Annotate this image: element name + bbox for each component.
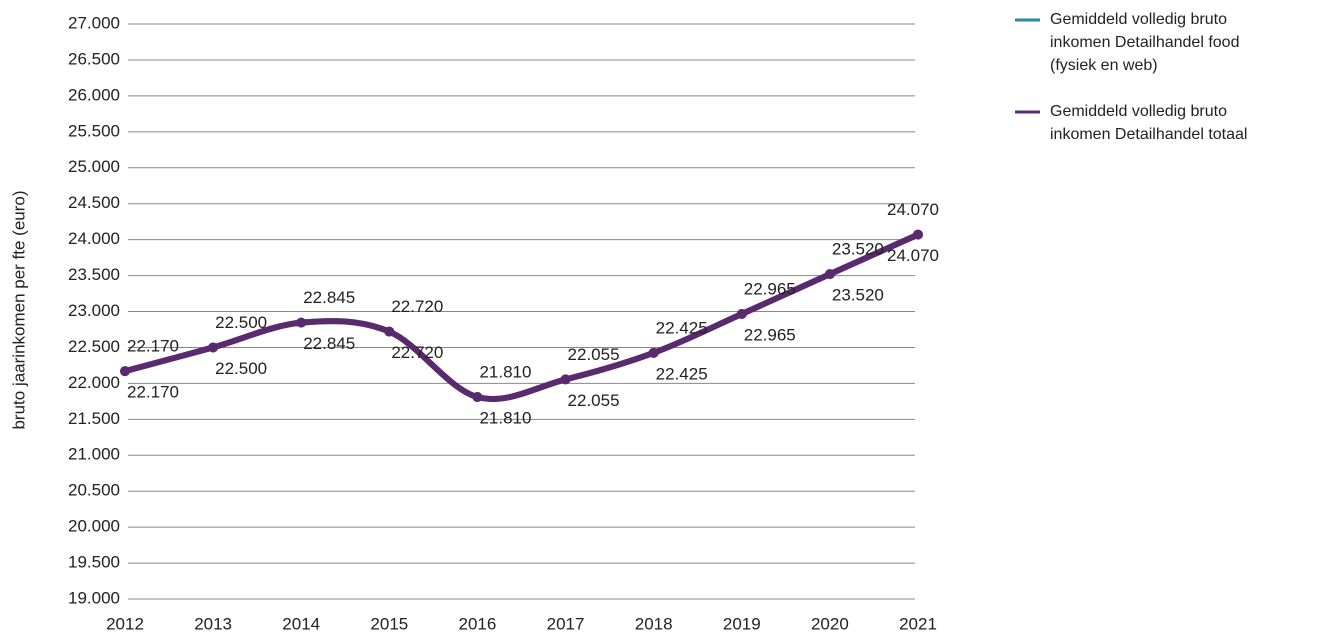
y-tick-label: 26.500 bbox=[68, 49, 120, 68]
point bbox=[472, 392, 483, 403]
y-tick-label: 24.000 bbox=[68, 229, 120, 248]
line bbox=[122, 231, 921, 402]
data-label: 22.425 bbox=[656, 364, 708, 383]
y-tick-label: 22.500 bbox=[68, 337, 120, 356]
x-tick-label: 2018 bbox=[635, 614, 673, 633]
legend-label: Gemiddeld volledig bruto inkomen Detailha… bbox=[1050, 11, 1239, 74]
point bbox=[913, 229, 923, 240]
x-tick-label: 2019 bbox=[723, 614, 761, 633]
y-tick-label: 25.000 bbox=[68, 157, 120, 176]
data-label: 22.500 bbox=[215, 359, 267, 378]
x-tick-label: 2017 bbox=[547, 614, 585, 633]
data-label: 22.170 bbox=[127, 383, 179, 402]
point bbox=[824, 269, 835, 280]
point bbox=[208, 342, 219, 353]
point bbox=[384, 326, 395, 337]
y-tick-label: 22.000 bbox=[68, 373, 120, 392]
x-tick-label: 2015 bbox=[370, 614, 408, 633]
data-label: 22.170 bbox=[127, 337, 179, 356]
y-tick-label: 20.500 bbox=[68, 481, 120, 500]
y-tick-label: 21.000 bbox=[68, 445, 120, 464]
data-label: 21.810 bbox=[479, 363, 531, 382]
data-label: 22.720 bbox=[391, 297, 443, 316]
data-label: 22.965 bbox=[744, 326, 796, 345]
y-tick-label: 21.500 bbox=[68, 409, 120, 428]
x-tick-label: 2012 bbox=[106, 614, 144, 633]
x-tick-label: 2020 bbox=[811, 614, 849, 633]
x-tick-label: 2014 bbox=[282, 614, 320, 633]
y-tick-label: 19.500 bbox=[68, 553, 120, 572]
data-label: 22.055 bbox=[568, 391, 620, 410]
y-tick-label: 27.000 bbox=[68, 13, 120, 32]
data-label: 21.810 bbox=[479, 409, 531, 428]
y-axis-label: bruto jaarinkomen per fte (euro) bbox=[9, 190, 28, 429]
data-label: 22.965 bbox=[744, 280, 796, 299]
x-tick-label: 2016 bbox=[459, 614, 497, 633]
data-label: 23.520 bbox=[832, 286, 884, 305]
y-tick-label: 20.000 bbox=[68, 517, 120, 536]
y-tick-label: 19.000 bbox=[68, 588, 120, 607]
data-label: 23.520 bbox=[832, 240, 884, 259]
data-label: 24.070 bbox=[887, 200, 939, 219]
legend: Gemiddeld volledig bruto inkomen Detailha… bbox=[1015, 11, 1247, 143]
point bbox=[120, 366, 130, 377]
y-tick-label: 23.000 bbox=[68, 301, 120, 320]
data-label: 24.070 bbox=[887, 246, 939, 265]
y-tick-label: 26.000 bbox=[68, 85, 120, 104]
point bbox=[560, 374, 571, 385]
y-tick-label: 25.500 bbox=[68, 121, 120, 140]
data-label: 22.500 bbox=[215, 313, 267, 332]
y-tick-label: 23.500 bbox=[68, 265, 120, 284]
data-label: 22.055 bbox=[568, 345, 620, 364]
x-tick-label: 2021 bbox=[899, 614, 937, 633]
data-label: 22.720 bbox=[391, 343, 443, 362]
data-label: 22.845 bbox=[303, 334, 355, 353]
y-tick-label: 24.500 bbox=[68, 193, 120, 212]
point bbox=[736, 309, 747, 320]
data-label: 22.845 bbox=[303, 288, 355, 307]
legend-label: Gemiddeld volledig bruto inkomen Detailha… bbox=[1050, 103, 1247, 143]
point bbox=[648, 347, 659, 358]
point bbox=[296, 317, 307, 328]
x-tick-label: 2013 bbox=[194, 614, 232, 633]
data-label: 22.425 bbox=[656, 318, 708, 337]
